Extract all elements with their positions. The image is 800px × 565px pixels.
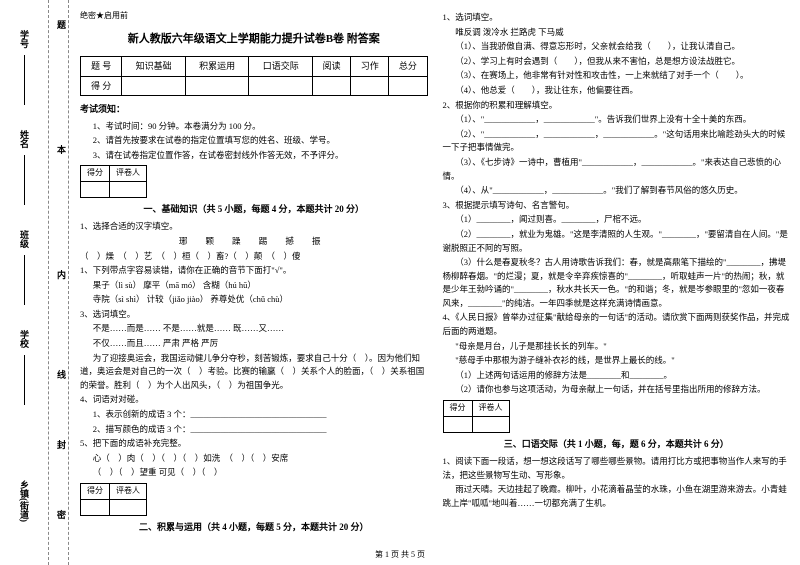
marker-nei: 内 [55,270,68,279]
q4-l2: 2、描写颜色的成语 3 个：__________________________… [80,423,428,437]
side-label-xuexiao: 学校 [18,330,31,348]
q1-l3: 果子（lì sù） 摩平（mā mó） 含糊（hú hū） [80,279,428,293]
left-column: 绝密★启用前 新人教版六年级语文上学期能力提升试卷B卷 附答案 题 号 知识基础… [80,10,428,538]
side-label-xuehao: 学号 [18,30,31,48]
side-label-xingming: 姓名 [18,130,31,148]
rq1-l1: （1）、当我骄傲自满、得意忘形时，父亲就会给我（ ），让我认清自己。 [443,40,791,54]
q3-l1: 不是……而是…… 不是……就是…… 既……又…… [80,322,428,336]
rq4-l2: "慈母手中那根为游子缝补衣衫的线，是世界上最长的线。" [443,354,791,368]
rq1-l2: （2）、学习上有时会遇到（ ），但我从来不害怕，总是想方设法战胜它。 [443,55,791,69]
page-footer: 第 1 页 共 5 页 [0,549,800,560]
score-h4: 口语交际 [249,57,313,76]
binding-sidebar: 学号 姓名 班级 学校 乡镇(街道) 题 本 内 线 封 密 [0,0,75,565]
side-label-banji: 班级 [18,230,31,248]
rq3-stem: 3、根据提示填写诗句、名言警句。 [443,199,791,213]
grader-table-2: 得分评卷人 [80,483,147,516]
q1-l4: 寺院（sì shì） 计较（jiǎo jiào） 养尊处优（chǔ chù） [80,293,428,307]
rq4-l3: （1）上述两句话运用的修辞方法是________和________。 [443,369,791,383]
q1-stem: 1、选择合适的汉字填空。 [80,220,428,234]
score-h3: 积累运用 [185,57,249,76]
notice-2: 2、请首先按要求在试卷的指定位置填写您的姓名、班级、学号。 [80,134,428,148]
notice-1: 1、考试时间：90 分钟。本卷满分为 100 分。 [80,120,428,134]
score-h1: 题 号 [81,57,122,76]
rq3-l3: （3）什么是春夏秋冬？古人用诗歌告诉我们：春，就是高鼎笔下描绘的"_______… [443,256,791,310]
rq2-l4: （4）、从"____________，____________。"我们了解到春节… [443,184,791,198]
rq1-l3: （3）、在赛场上，他非常有针对性和攻击性，一上来就结了对手一个（ ）。 [443,69,791,83]
side-label-xiangzhen: 乡镇(街道) [18,480,31,522]
q1-l1: （ ）燥 （ ）艺 （ ）桓（ ）畜?（ ）颠 （ ）傻 [80,250,428,264]
q5-stem: 5、把下面的成语补充完整。 [80,437,428,451]
rq4-l1: "母亲是月台，儿子是那挂长长的列车。" [443,340,791,354]
section1-title: 一、基础知识（共 5 小题，每题 4 分，本题共计 20 分） [80,202,428,216]
rq2-l1: （1）、"____________，____________"。告诉我们世界上没… [443,113,791,127]
rq2-l2: （2）、"____________，____________，_________… [443,128,791,155]
rq1-stem: 1、选词填空。 [443,11,791,25]
marker-mi: 密 [55,510,68,519]
rq1-l4: （4）、他总爱（ ），我让往东，他偏要往西。 [443,84,791,98]
q1-chars: 琊 颗 躁 踢 撼 振 [80,235,428,249]
marker-ti: 题 [55,20,68,29]
section3-title: 三、口语交际（共 1 小题，每，题 6 分，本题共计 6 分） [443,437,791,451]
main-content: 绝密★启用前 新人教版六年级语文上学期能力提升试卷B卷 附答案 题 号 知识基础… [80,10,790,538]
exam-title: 新人教版六年级语文上学期能力提升试卷B卷 附答案 [80,31,428,49]
q3-l2: 不仅……而且…… 严肃 严格 严厉 [80,337,428,351]
q3-l3: 为了迎接奥运会，我国运动健儿争分夺秒，刻苦锻炼，要求自己十分（ ）。因为他们知道… [80,352,428,393]
rq4-l4: （2）请你也参与这项活动，为母亲献上一句话，并在括号里指出所用的修辞方法。 [443,383,791,397]
marker-feng: 封 [55,440,68,449]
dashed-line-1 [48,0,49,565]
q4-l1: 1、表示创新的成语 3 个：__________________________… [80,408,428,422]
side-line-2 [24,155,25,205]
rq3-l2: （2）________，就业为鬼雄。"这是李清照的人生观。"________，"… [443,228,791,255]
rq3-l1: （1）________，闻过则喜。________，尸棺不远。 [443,213,791,227]
side-line-3 [24,255,25,305]
s3-l1: 1、阅读下面一段话，想一想这段话写了哪些哪些景物。请用打比方或把事物当作人来写的… [443,455,791,482]
q5-l1: 心（ ）肉（ ）（ ）（ ）如洗 （ ）（ ）安席 [80,452,428,466]
score-h6: 习作 [351,57,389,76]
rq4-stem: 4、《人民日报》曾举办过征集"献给母亲的一句话"的活动。请欣赏下面两则获奖作品，… [443,311,791,338]
q3-stem: 3、选词填空。 [80,308,428,322]
grader-table-3: 得分评卷人 [443,400,510,433]
marker-ben: 本 [55,145,68,154]
dashed-line-2 [68,0,69,565]
rq2-l3: （3）、《七步诗》一诗中，曹植用"____________，__________… [443,156,791,183]
score-h2: 知识基础 [122,57,186,76]
notice-head: 考试须知： [80,102,428,116]
q4-stem: 4、词语对对碰。 [80,393,428,407]
s3-l2: 雨过天晴。天边挂起了晚霞。柳叶，小花滴着晶莹的水珠，小鱼在湖里游来游去。小青蛙跳… [443,483,791,510]
score-h5: 阅读 [313,57,351,76]
score-h7: 总分 [389,57,427,76]
right-column: 1、选词填空。 唯反调 泼冷水 拦路虎 下马威 （1）、当我骄傲自满、得意忘形时… [443,10,791,538]
score-table: 题 号 知识基础 积累运用 口语交际 阅读 习作 总分 得 分 [80,56,428,96]
notice-3: 3、请在试卷指定位置作答，在试卷密封线外作答无效，不予评分。 [80,149,428,163]
section2-title: 二、积累与运用（共 4 小题，每题 5 分，本题共计 20 分） [80,520,428,534]
confidential-mark: 绝密★启用前 [80,10,428,23]
grader-table-1: 得分评卷人 [80,165,147,198]
rq2-stem: 2、根据你的积累和理解填空。 [443,99,791,113]
q5-l2: （ ）（ ）望重 可见（ ）（ ） [80,466,428,480]
marker-xian: 线 [55,370,68,379]
side-line-1 [24,55,25,105]
rq1-words: 唯反调 泼冷水 拦路虎 下马威 [443,26,791,40]
q1-l2: 1、下列带点字容易读错，请你在正确的音节下面打"√"。 [80,264,428,278]
score-r1: 得 分 [81,76,122,95]
side-line-4 [24,355,25,405]
